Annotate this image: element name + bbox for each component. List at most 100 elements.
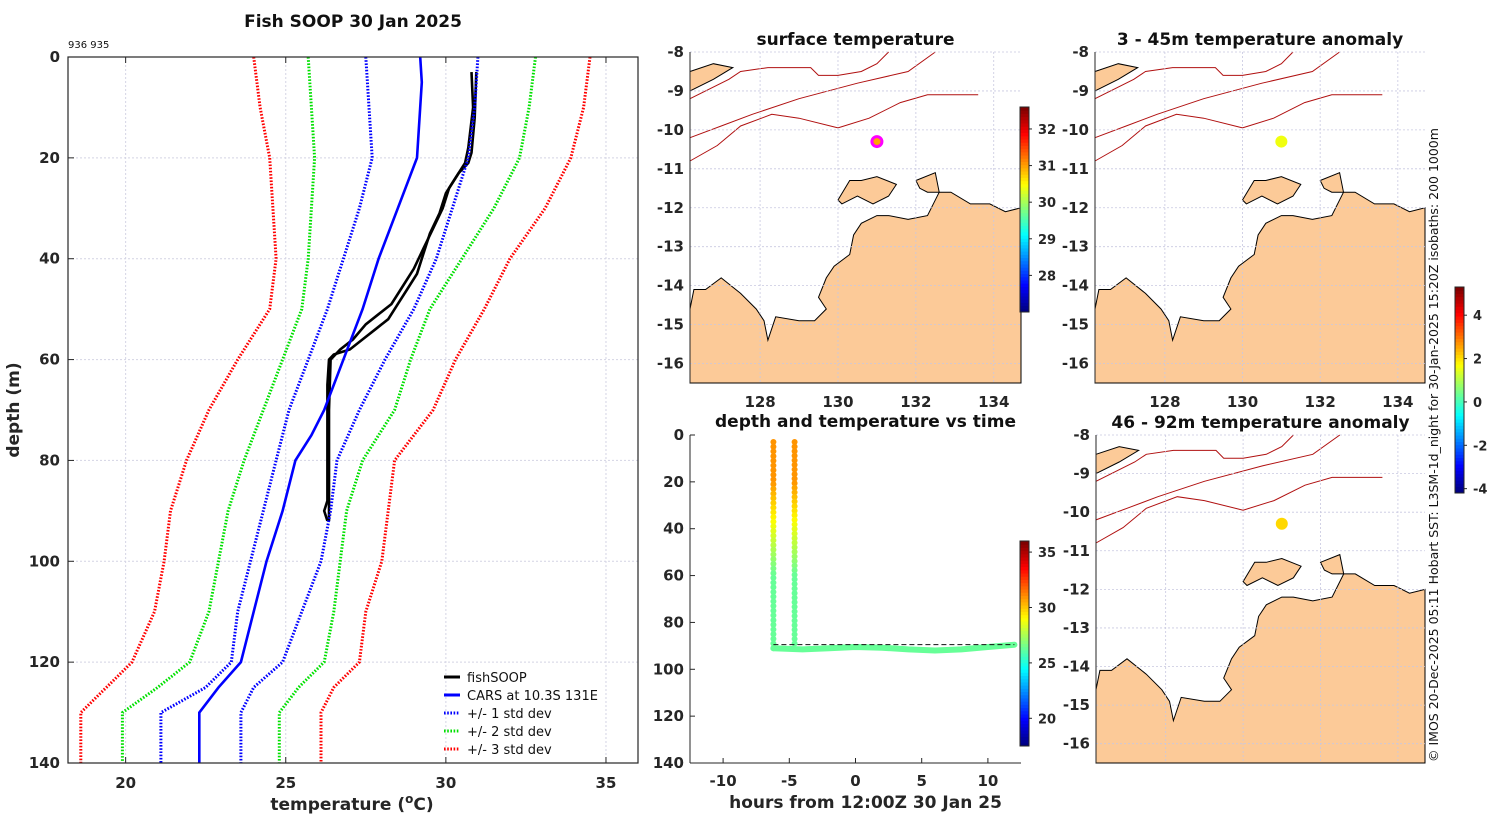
- anomaly-3-45m-map: 3 - 45m temperature anomaly 128 130 132 134 -…: [1062, 30, 1426, 411]
- depth-time-ytick-label: 40: [663, 520, 684, 538]
- surface-temperature-colorbar-segment: [1020, 199, 1029, 204]
- anomaly-colorbar-tick-label: 4: [1473, 309, 1482, 324]
- surface-temperature-colorbar-segment: [1020, 263, 1029, 268]
- surface-temperature-colorbar-segment: [1020, 305, 1029, 310]
- cast-sample-point: [770, 439, 777, 446]
- map-ytick-label: -8: [1073, 426, 1090, 444]
- map-ytick-label: -11: [657, 160, 684, 178]
- depth-time-colorbar-segment: [1020, 717, 1029, 721]
- surface-temperature-colorbar-tick-label: 32: [1038, 123, 1056, 138]
- profile-series--2-std-dev: [277, 56, 537, 763]
- cast-sample-point: [791, 448, 798, 455]
- cast-sample-point: [791, 580, 798, 587]
- depth-time-colorbar-segment: [1020, 643, 1029, 648]
- depth-time-colorbar-segment: [1020, 553, 1029, 558]
- cast-sample-point: [770, 509, 777, 516]
- surface-temperature-colorbar-segment: [1020, 123, 1029, 127]
- cast-sample-point: [770, 518, 777, 525]
- surface-temperature-colorbar-segment: [1020, 158, 1029, 162]
- depth-time-colorbar-segment: [1020, 605, 1029, 609]
- profile-panel: Fish SOOP 30 Jan 2025 936 935 20 25 30 3502…: [4, 12, 639, 815]
- depth-time-xtick-label: -10: [710, 772, 737, 790]
- surface-temperature-colorbar-segment: [1020, 295, 1029, 300]
- surface-temperature-colorbar-segment: [1020, 235, 1029, 239]
- surface-temperature-colorbar-segment: [1020, 161, 1029, 166]
- depth-time-colorbar-tick-label: 35: [1038, 546, 1056, 561]
- anomaly-colorbar-segment: [1455, 476, 1464, 481]
- land-tiwi-islands: [837, 176, 898, 205]
- depth-time-ytick-label: 120: [653, 707, 684, 725]
- map-ytick-label: -10: [1063, 503, 1090, 521]
- surface-temperature-colorbar-segment: [1020, 222, 1029, 227]
- surface-temperature-colorbar-segment: [1020, 244, 1029, 249]
- surface-temperature-colorbar-segment: [1020, 219, 1029, 223]
- cast-sample-point: [791, 558, 798, 565]
- anomaly-colorbar-segment: [1455, 402, 1464, 407]
- anomaly-colorbar-segment: [1455, 309, 1464, 314]
- anomaly-colorbar-segment: [1455, 306, 1464, 311]
- cast-sample-point: [770, 462, 777, 469]
- profile-ylabel: depth (m): [4, 362, 24, 457]
- depth-time-colorbar-segment: [1020, 726, 1029, 731]
- anomaly-colorbar-segment: [1455, 299, 1464, 304]
- anomaly-colorbar-segment: [1455, 464, 1464, 468]
- map-ytick-label: -13: [657, 238, 684, 256]
- cast-sample-point: [791, 521, 798, 528]
- depth-time-colorbar-segment: [1020, 560, 1029, 564]
- cast-sample-point: [791, 617, 798, 624]
- cast-sample-point: [791, 493, 798, 500]
- cast-sample-point: [770, 528, 777, 535]
- surface-temperature-colorbar-segment: [1020, 302, 1029, 307]
- depth-time-colorbar-segment: [1020, 579, 1029, 584]
- anomaly-colorbar-tick-label: -2: [1473, 439, 1487, 454]
- cast-sample-point: [770, 514, 777, 520]
- depth-time-colorbar-segment: [1020, 595, 1029, 600]
- cast-sample-point: [791, 489, 798, 496]
- cast-sample-point: [791, 571, 798, 578]
- profile-xlabel: temperature (oC): [270, 792, 433, 815]
- depth-time-colorbar-segment: [1020, 678, 1029, 683]
- surface-temperature-colorbar-segment: [1020, 270, 1029, 275]
- surface-temperature-colorbar-segment: [1020, 267, 1029, 271]
- credit-text: © IMOS 20-Dec-2025 05:11 Hobart SST: L3S…: [1426, 128, 1441, 762]
- surface-temperature-colorbar-segment: [1020, 129, 1029, 134]
- surface-temperature-colorbar-segment: [1020, 241, 1029, 246]
- depth-time-colorbar-segment: [1020, 582, 1029, 587]
- profile-axes-box: [67, 56, 639, 764]
- surface-temperature-colorbar-segment: [1020, 228, 1029, 233]
- profile-series--3-std-dev: [79, 56, 278, 763]
- cast-sample-point: [770, 453, 777, 460]
- cast-sample-point: [770, 584, 777, 591]
- profile-xtick-label: 35: [596, 774, 617, 792]
- land-cobourg: [1319, 553, 1345, 575]
- map-xtick-label: 130: [1227, 393, 1258, 411]
- cast-sample-point: [791, 452, 798, 459]
- anomaly-colorbar-segment: [1455, 409, 1464, 414]
- surface-temperature-colorbar-frame: [1019, 106, 1030, 313]
- map-ytick-label: -12: [657, 199, 684, 217]
- map-ytick-label: -13: [1062, 238, 1089, 256]
- depth-time-colorbar-segment: [1020, 621, 1029, 625]
- depth-time-ytick-label: 100: [653, 660, 684, 678]
- surface-temperature-colorbar-segment: [1020, 187, 1029, 191]
- anomaly-colorbar-segment: [1455, 341, 1464, 346]
- surface-temperature-colorbar-tick-label: 28: [1038, 269, 1056, 284]
- map-xtick-label: 132: [1305, 393, 1336, 411]
- anomaly-colorbar-segment: [1455, 357, 1464, 362]
- anomaly-colorbar-segment: [1455, 480, 1464, 484]
- depth-time-colorbar-segment: [1020, 681, 1029, 686]
- depth-time-ytick-label: 0: [674, 426, 684, 444]
- anomaly-colorbar-segment: [1455, 412, 1464, 417]
- depth-time-colorbar-segment: [1020, 710, 1029, 715]
- cast-sample-point: [791, 498, 798, 505]
- cast-sample-point: [791, 461, 798, 468]
- profile-ytick-label: 120: [29, 653, 60, 671]
- cast-sample-point: [770, 471, 777, 478]
- cast-sample-point: [770, 448, 777, 455]
- cast-sample-point: [791, 567, 798, 574]
- anomaly-colorbar-segment: [1455, 290, 1464, 294]
- surface-temperature-colorbar-segment: [1020, 283, 1029, 287]
- cast-sample-point: [791, 539, 798, 546]
- cast-sample-point: [770, 579, 777, 586]
- depth-time-colorbar-segment: [1020, 640, 1029, 644]
